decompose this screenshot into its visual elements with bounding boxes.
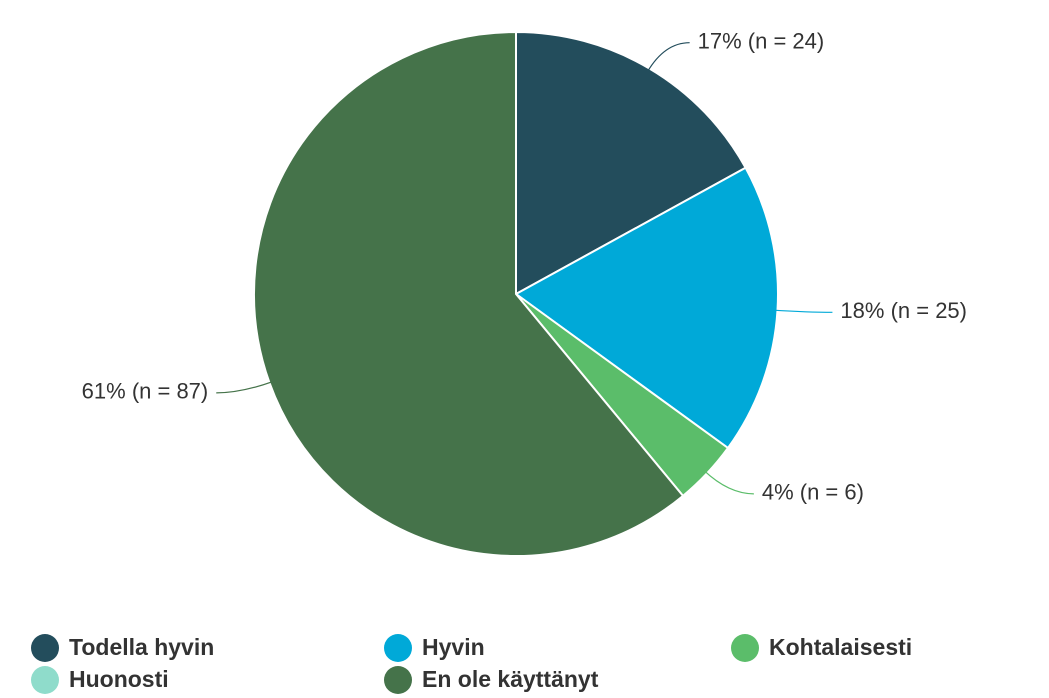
leader-line: [216, 380, 274, 394]
leader-line: [646, 42, 690, 73]
value-label: 17% (n = 24): [698, 28, 825, 53]
legend-label: Todella hyvin: [69, 634, 214, 660]
legend-swatch: [384, 666, 412, 694]
value-label: 4% (n = 6): [762, 480, 864, 505]
legend-swatch: [31, 634, 59, 662]
legend-label: En ole käyttänyt: [422, 666, 599, 692]
legend-swatch: [384, 634, 412, 662]
value-label: 61% (n = 87): [82, 379, 209, 404]
value-label: 18% (n = 25): [840, 298, 967, 323]
legend-label: Huonosti: [69, 666, 169, 692]
legend-swatch: [31, 666, 59, 694]
legend-swatch: [731, 634, 759, 662]
legend-label: Kohtalaisesti: [769, 634, 912, 660]
leader-line: [703, 470, 754, 495]
leader-line: [773, 309, 833, 313]
legend-label: Hyvin: [422, 634, 485, 660]
